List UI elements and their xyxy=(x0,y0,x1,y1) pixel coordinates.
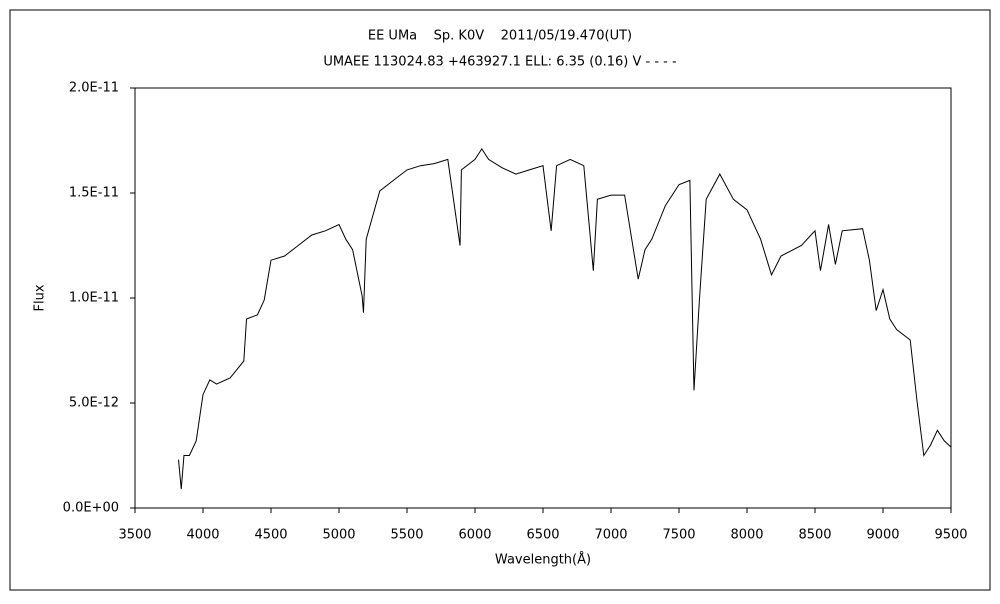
y-tick-label: 0.0E+00 xyxy=(63,501,119,516)
x-axis-label: Wavelength(Å) xyxy=(495,552,591,568)
spectrum-line xyxy=(178,147,952,490)
y-tick-label: 2.0E-11 xyxy=(69,81,119,96)
x-tick-label: 5000 xyxy=(322,528,355,543)
x-tick-label: 5500 xyxy=(390,528,423,543)
x-tick-label: 6500 xyxy=(526,528,559,543)
x-tick-label: 4000 xyxy=(186,528,219,543)
y-tick-label: 5.0E-12 xyxy=(69,396,119,411)
x-tick-label: 4500 xyxy=(254,528,287,543)
y-tick-label: 1.5E-11 xyxy=(69,186,119,201)
x-tick-label: 7500 xyxy=(662,528,695,543)
x-tick-label: 8000 xyxy=(730,528,763,543)
x-tick-label: 9000 xyxy=(866,528,899,543)
chart-border xyxy=(9,9,991,591)
y-tick-label: 1.0E-11 xyxy=(69,291,119,306)
plot-area xyxy=(134,87,952,509)
x-tick-label: 3500 xyxy=(118,528,151,543)
chart-title: EE UMa Sp. K0V 2011/05/19.470(UT) xyxy=(368,29,632,44)
y-axis-label: Flux xyxy=(33,284,48,311)
x-tick-label: 7000 xyxy=(594,528,627,543)
x-tick-label: 6000 xyxy=(458,528,491,543)
x-tick-label: 8500 xyxy=(798,528,831,543)
x-tick-label: 9500 xyxy=(934,528,967,543)
chart-subtitle: UMAEE 113024.83 +463927.1 ELL: 6.35 (0.1… xyxy=(323,55,677,70)
